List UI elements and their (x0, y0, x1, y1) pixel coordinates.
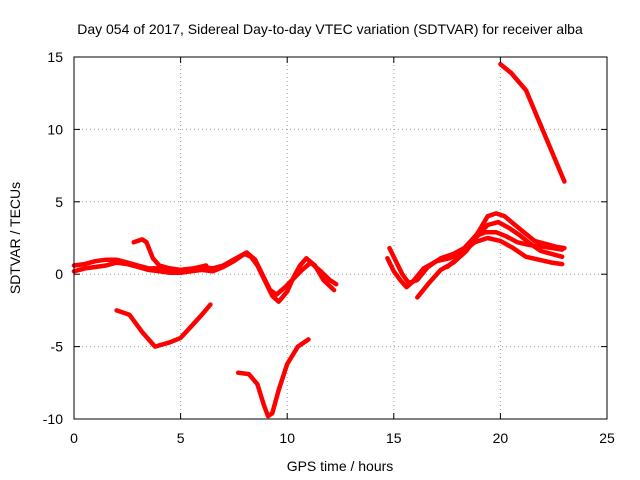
y-tick-label: 15 (47, 49, 63, 65)
x-tick-label: 15 (386, 430, 402, 446)
y-tick-label: -5 (51, 339, 64, 355)
series-track-i (444, 211, 567, 270)
x-tick-label: 25 (599, 430, 615, 446)
series-track-c (131, 237, 209, 273)
x-tick-labels: 0 5 10 15 20 25 (70, 430, 615, 446)
series-track-e (235, 337, 311, 419)
series-group (71, 61, 567, 419)
x-tick-label: 0 (70, 430, 78, 446)
y-tick-label: 10 (47, 121, 63, 137)
grid (74, 57, 607, 419)
series-track-h (415, 219, 565, 300)
series-track-d (114, 302, 213, 349)
x-tick-label: 10 (279, 430, 295, 446)
y-tick-label: -10 (43, 411, 63, 427)
plot-frame (73, 56, 608, 420)
y-tick-label: 5 (55, 194, 63, 210)
y-tick-labels: -10 -5 0 5 10 15 (43, 49, 63, 427)
x-tick-label: 5 (177, 430, 185, 446)
series-track-j (498, 61, 567, 184)
tick-marks (73, 56, 608, 420)
y-tick-label: 0 (55, 266, 63, 282)
series-track-b (71, 250, 339, 297)
chart-title: Day 054 of 2017, Sidereal Day-to-day VTE… (77, 21, 583, 37)
y-axis-label: SDTVAR / TECUs (7, 182, 23, 294)
x-tick-label: 20 (493, 430, 509, 446)
x-axis-label: GPS time / hours (287, 458, 394, 474)
